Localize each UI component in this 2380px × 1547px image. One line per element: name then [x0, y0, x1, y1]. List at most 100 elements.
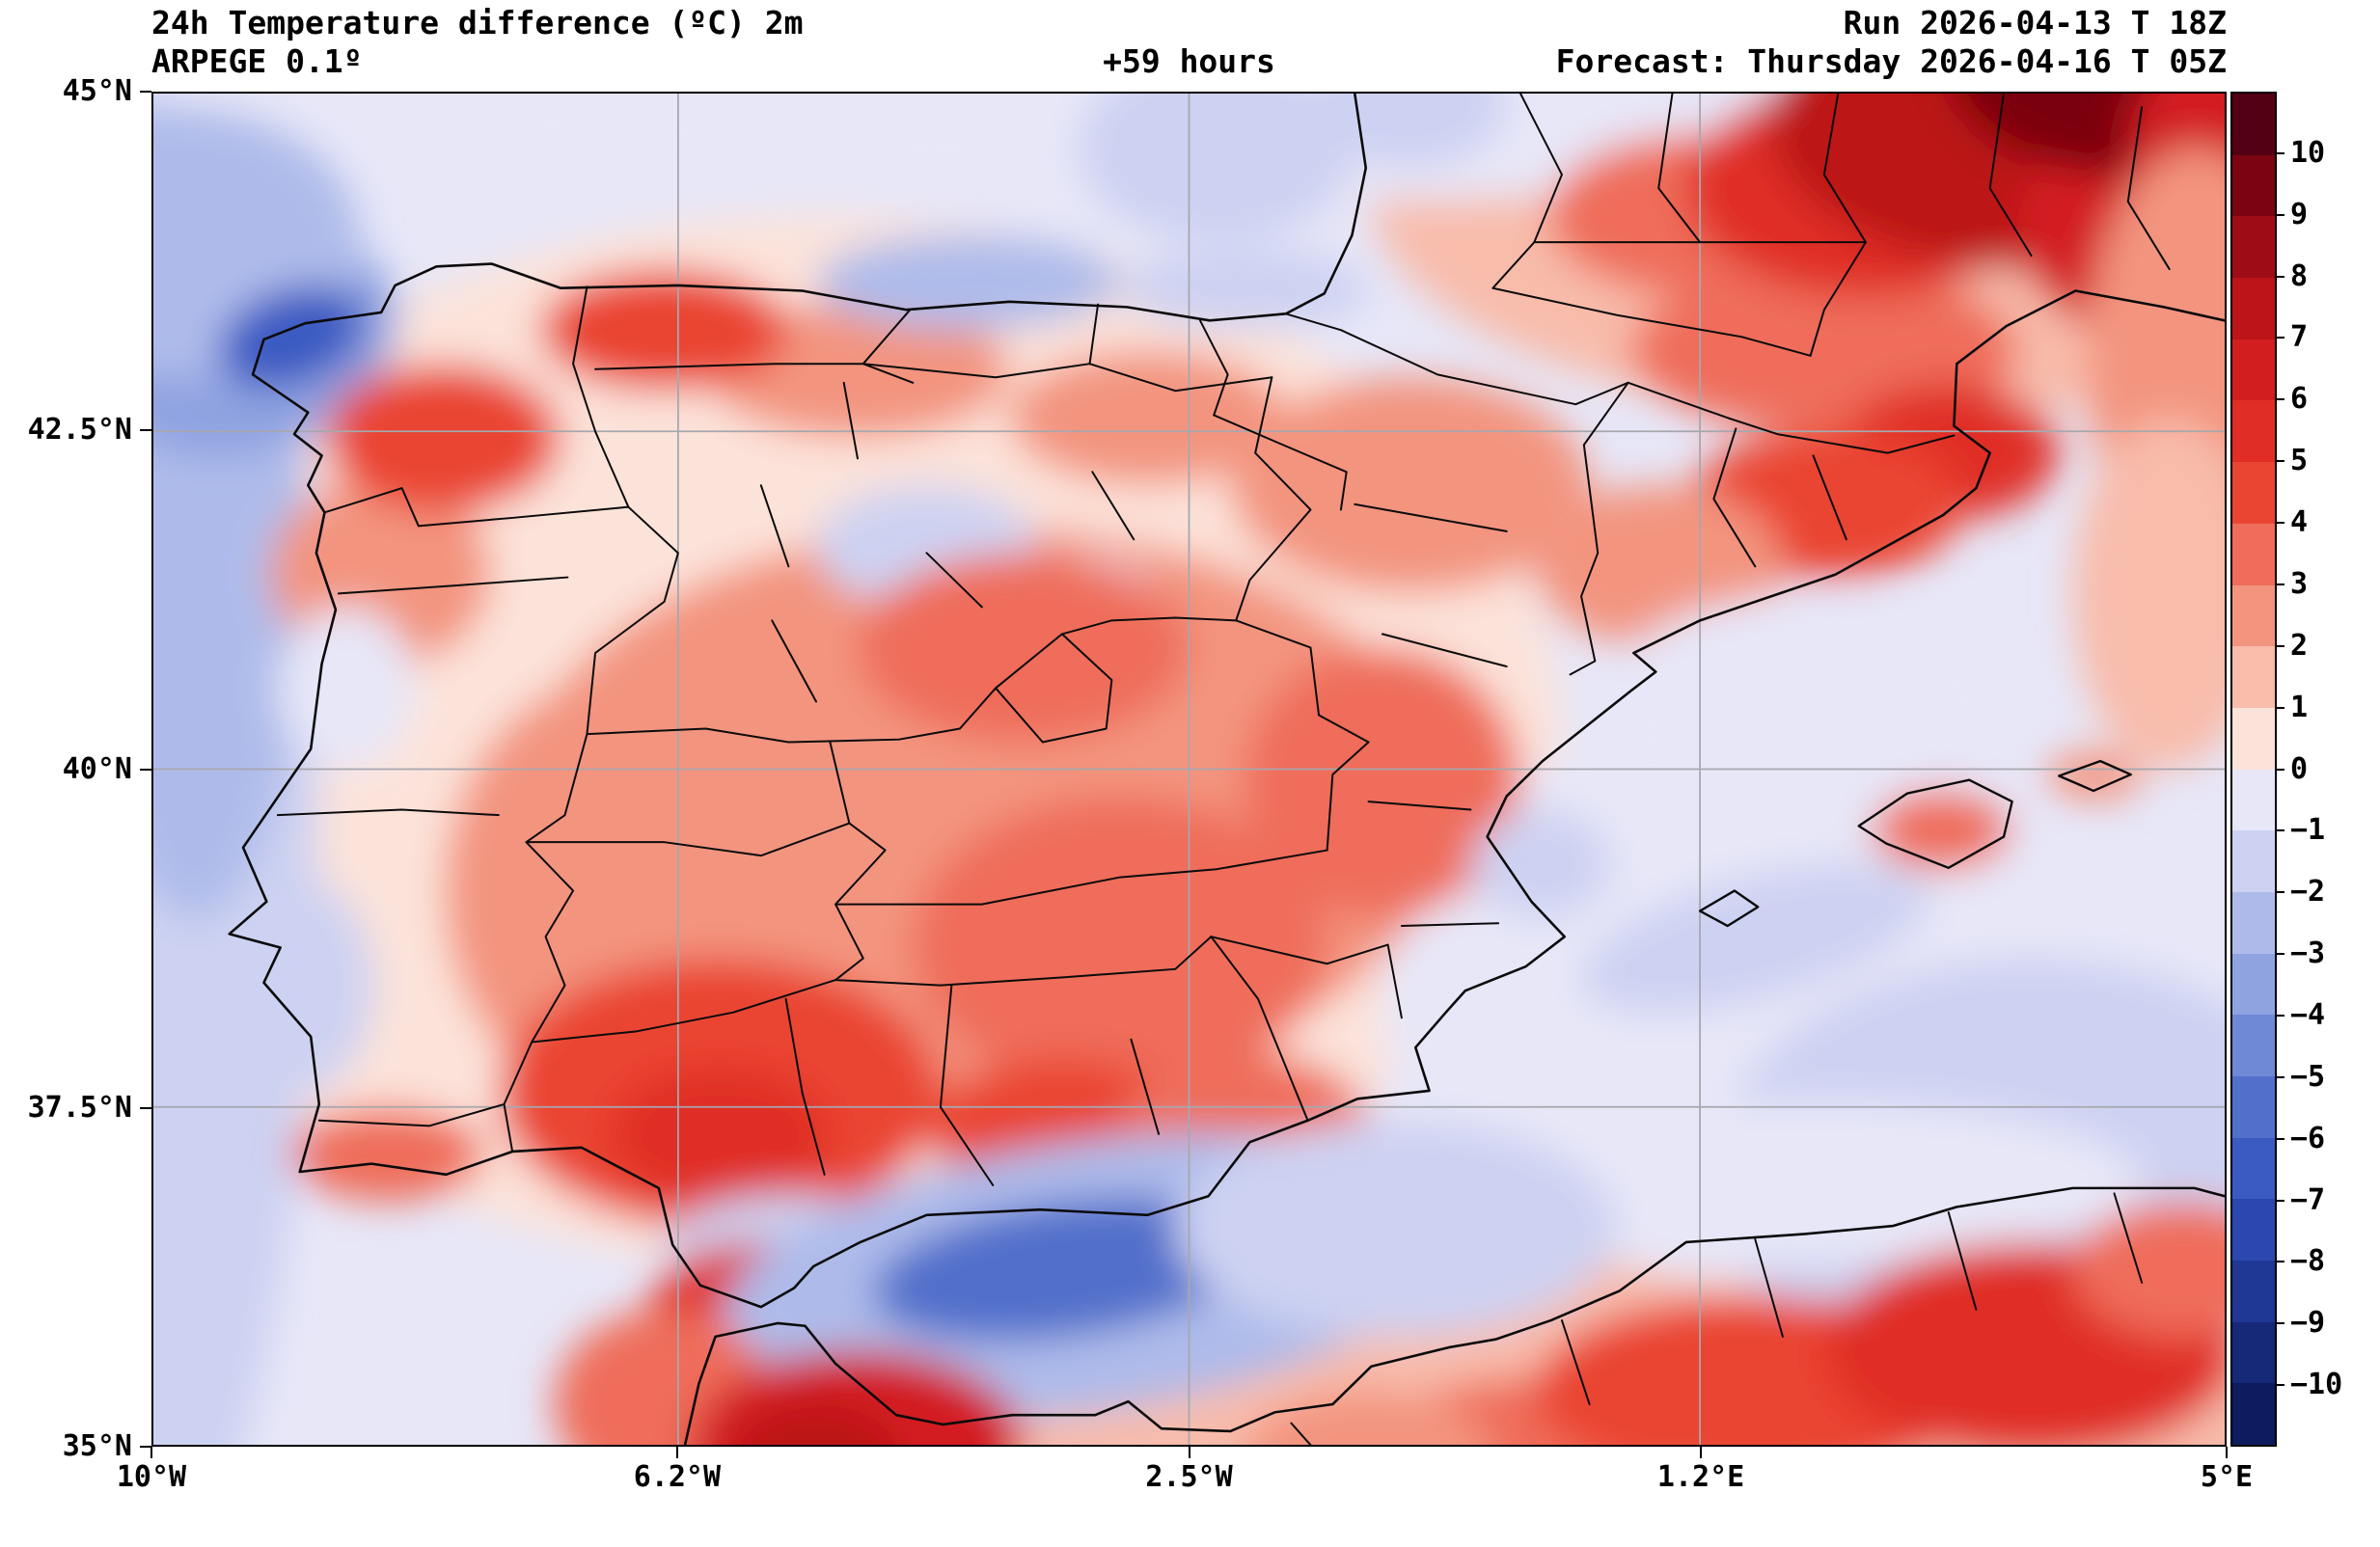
region-border	[1290, 1422, 1312, 1445]
y-axis-tick-label: 45°N	[62, 74, 132, 108]
y-axis-tick	[140, 1446, 151, 1448]
colorbar-segment	[2232, 1015, 2275, 1076]
anomaly-blob	[539, 269, 789, 392]
colorbar-segment	[2232, 154, 2275, 217]
region-border	[572, 285, 630, 508]
lead-time-label: +59 hours	[1103, 42, 1275, 80]
region-border	[531, 936, 1213, 1044]
colorbar-segment	[2232, 584, 2275, 647]
anomaly-blob	[872, 1197, 1257, 1342]
colorbar-tick-label: 2	[2290, 628, 2309, 663]
colorbar-segment	[2232, 216, 2275, 279]
region-border	[1213, 414, 1348, 511]
x-axis-tick	[150, 1447, 152, 1458]
region-border	[1657, 94, 1702, 244]
region-border	[317, 1102, 506, 1127]
region-border	[1712, 427, 1757, 568]
colorbar-tick-label: −8	[2290, 1244, 2326, 1279]
colorbar-segment	[2232, 400, 2275, 463]
forecast-label: Forecast: Thursday 2026-04-16 T 05Z	[1555, 42, 2227, 80]
colorbar-tick-label: 1	[2290, 690, 2309, 724]
colorbar-segment	[2232, 94, 2275, 155]
colorbar-segment	[2232, 1137, 2275, 1200]
region-border	[1130, 1038, 1161, 1135]
colorbar-tick-label: 8	[2290, 258, 2309, 293]
anomaly-blob	[1009, 350, 1286, 486]
colorbar-tick-label: 6	[2290, 382, 2309, 417]
colorbar-tick	[2277, 460, 2284, 463]
region-border	[2126, 106, 2171, 271]
region-border	[995, 633, 1113, 744]
anomaly-blob	[2072, 1201, 2225, 1337]
colorbar-segment	[2232, 707, 2275, 770]
colorbar-tick	[2277, 768, 2284, 771]
colorbar-tick	[2277, 1261, 2284, 1263]
island-coastline	[2058, 759, 2132, 793]
colorbar-tick	[2277, 1199, 2284, 1202]
colorbar-tick	[2277, 953, 2284, 956]
region-border	[834, 849, 1328, 906]
region-border	[1091, 471, 1135, 541]
x-axis-tick	[675, 1447, 678, 1458]
anomaly-blob	[222, 877, 375, 1094]
colorbar-segment	[2232, 1261, 2275, 1322]
anomaly-blob	[1602, 593, 2018, 810]
colorbar-segment	[2232, 1321, 2275, 1384]
anomaly-blob	[1872, 789, 2011, 871]
anomaly-blob	[735, 1404, 897, 1445]
colorbar	[2230, 92, 2277, 1447]
y-axis-tick-label: 35°N	[62, 1429, 132, 1463]
colorbar-tick	[2277, 337, 2284, 339]
colorbar-segment	[2232, 1076, 2275, 1138]
region-border	[1235, 376, 1312, 622]
colorbar-tick-label: 0	[2290, 751, 2309, 786]
anomaly-blob	[1244, 647, 1521, 918]
region-border	[1754, 1238, 1784, 1338]
temperature-difference-map	[153, 94, 2225, 1445]
x-axis-tick-label: 5°E	[2200, 1460, 2254, 1494]
region-border	[842, 381, 859, 460]
run-label: Run 2026-04-13 T 18Z	[1843, 4, 2227, 41]
anomaly-blob	[218, 285, 366, 389]
map-plot-area	[151, 92, 2227, 1447]
colorbar-tick-label: −7	[2290, 1182, 2326, 1217]
gridlines	[153, 94, 2225, 1445]
region-border	[1235, 619, 1370, 852]
y-axis-tick	[140, 768, 151, 771]
anomaly-blob	[325, 364, 561, 513]
colorbar-segment	[2232, 1199, 2275, 1262]
colorbar-tick	[2277, 522, 2284, 525]
region-border	[1354, 502, 1508, 532]
colorbar-tick	[2277, 275, 2284, 278]
region-border	[594, 363, 1273, 393]
colorbar-tick	[2277, 1014, 2284, 1017]
region-border	[1569, 381, 1629, 676]
island-coastline	[1857, 778, 2013, 870]
y-axis-tick	[140, 91, 151, 93]
colorbar-segment	[2232, 646, 2275, 708]
y-axis-tick	[140, 429, 151, 432]
chart-title: 24h Temperature difference (ºC) 2m	[151, 4, 804, 41]
colorbar-tick	[2277, 398, 2284, 401]
temperature-anomaly-field	[153, 94, 2225, 1445]
anomaly-blob	[2044, 751, 2143, 801]
region-border	[1088, 303, 1100, 366]
anomaly-blob	[1246, 1390, 1491, 1445]
colorbar-segment	[2232, 953, 2275, 1016]
colorbar-tick-label: −3	[2290, 936, 2326, 971]
anomaly-blob	[1313, 94, 1507, 169]
colorbar-tick-label: 3	[2290, 566, 2309, 601]
anomaly-blob	[2072, 418, 2225, 770]
x-axis-tick-label: 10°W	[116, 1460, 187, 1494]
region-border	[337, 576, 569, 595]
anomaly-blob	[1079, 94, 1355, 243]
colorbar-tick-label: 9	[2290, 197, 2309, 231]
colorbar-tick-label: −4	[2290, 997, 2326, 1032]
colorbar-segment	[2232, 523, 2275, 585]
region-border	[925, 552, 983, 609]
region-border	[829, 741, 887, 982]
x-axis-tick-label: 1.2°E	[1656, 1460, 1745, 1494]
y-axis-tick	[140, 1106, 151, 1109]
x-axis-tick	[1700, 1447, 1703, 1458]
